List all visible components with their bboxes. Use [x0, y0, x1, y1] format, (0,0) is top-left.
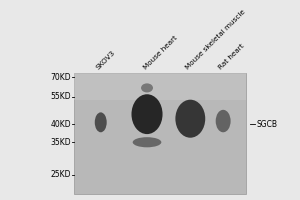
Text: SGCB: SGCB — [256, 120, 277, 129]
Ellipse shape — [216, 110, 231, 132]
Ellipse shape — [131, 94, 163, 134]
Ellipse shape — [95, 112, 107, 132]
Bar — [74, 73, 246, 194]
Ellipse shape — [141, 83, 153, 92]
Text: Mouse heart: Mouse heart — [143, 35, 179, 71]
Bar — [74, 73, 246, 100]
Text: Mouse skeletal muscle: Mouse skeletal muscle — [184, 9, 247, 71]
Text: 25KD: 25KD — [50, 170, 71, 179]
Ellipse shape — [176, 100, 205, 138]
Text: Rat heart: Rat heart — [218, 43, 245, 71]
Text: 55KD: 55KD — [50, 92, 71, 101]
Text: 40KD: 40KD — [50, 120, 71, 129]
Text: 35KD: 35KD — [50, 138, 71, 147]
Text: SKOV3: SKOV3 — [95, 49, 116, 71]
Ellipse shape — [133, 137, 161, 147]
Text: 70KD: 70KD — [50, 73, 71, 82]
